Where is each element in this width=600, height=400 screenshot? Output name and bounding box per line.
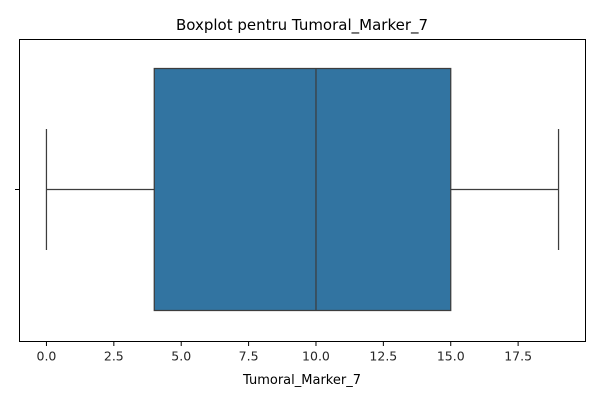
x-tick-label: 0.0: [37, 349, 57, 364]
chart-title: Boxplot pentru Tumoral_Marker_7: [176, 16, 428, 35]
plot-frame: [19, 39, 586, 342]
box-iqr: [153, 67, 452, 312]
x-tick-label: 15.0: [437, 349, 465, 364]
x-tick-label: 2.5: [104, 349, 124, 364]
x-tick-label: 12.5: [369, 349, 397, 364]
x-axis-label: Tumoral_Marker_7: [242, 373, 361, 388]
x-tick-label: 17.5: [504, 349, 532, 364]
plot-content: [45, 67, 560, 312]
x-tick-label: 5.0: [171, 349, 191, 364]
x-tick-label: 10.0: [302, 349, 330, 364]
x-axis-ticks: 0.0 2.5 5.0 7.5 10.0 12.5 15.0 17.5: [37, 341, 532, 364]
x-tick-label: 7.5: [239, 349, 259, 364]
